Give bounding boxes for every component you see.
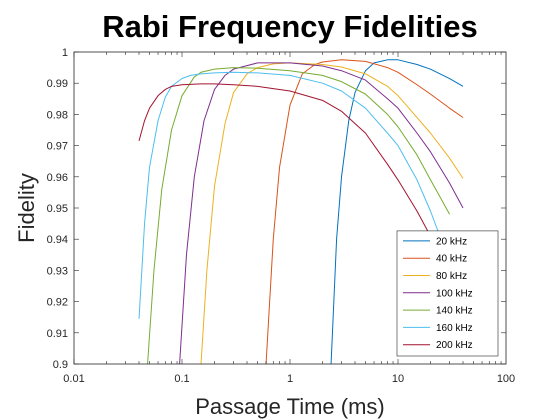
series-line-6 bbox=[138, 83, 431, 237]
x-tick-label: 1 bbox=[287, 373, 293, 385]
legend-label: 200 kHz bbox=[436, 340, 473, 351]
x-axis-label: Passage Time (ms) bbox=[195, 394, 385, 419]
legend-label: 20 kHz bbox=[436, 236, 467, 247]
x-tick-label: 10 bbox=[392, 373, 404, 385]
y-tick-label: 0.91 bbox=[47, 328, 68, 340]
y-tick-label: 0.94 bbox=[47, 234, 68, 246]
y-tick-label: 1 bbox=[62, 47, 68, 59]
legend-label: 140 kHz bbox=[436, 306, 473, 317]
y-axis-label: Fidelity bbox=[14, 173, 39, 243]
y-tick-label: 0.95 bbox=[47, 203, 68, 215]
series-line-5 bbox=[138, 71, 442, 319]
axes-group: 0.01 0.1 1 10 100 0.9 0.91 0.92 0.93 0.94 0.95 0.96… bbox=[47, 47, 516, 385]
y-tick-label: 0.96 bbox=[47, 172, 68, 184]
series-line-1 bbox=[265, 59, 464, 364]
x-tick-label: 0.1 bbox=[174, 373, 189, 385]
chart-title: Rabi Frequency Fidelities bbox=[102, 9, 478, 44]
x-tick-label: 0.01 bbox=[63, 373, 84, 385]
legend-label: 40 kHz bbox=[436, 254, 467, 265]
y-tick-label: 0.97 bbox=[47, 141, 68, 153]
legend-label: 80 kHz bbox=[436, 271, 467, 282]
legend-label: 100 kHz bbox=[436, 288, 473, 299]
series-line-2 bbox=[200, 62, 464, 364]
legend: 20 kHz 40 kHz 80 kHz 100 kHz 140 kHz 160 kHz 2… bbox=[396, 230, 499, 357]
y-tick-label: 0.93 bbox=[47, 265, 68, 277]
series-line-3 bbox=[179, 62, 464, 364]
legend-box bbox=[396, 230, 499, 357]
series-group bbox=[138, 59, 464, 364]
series-line-4 bbox=[147, 67, 450, 364]
y-tick-label: 0.92 bbox=[47, 297, 68, 309]
y-tick-label: 0.9 bbox=[53, 359, 68, 371]
y-tick-label: 0.99 bbox=[47, 78, 68, 90]
y-tick-label: 0.98 bbox=[47, 109, 68, 121]
legend-label: 160 kHz bbox=[436, 323, 473, 334]
series-line-0 bbox=[330, 59, 464, 364]
x-tick-label: 100 bbox=[497, 373, 515, 385]
